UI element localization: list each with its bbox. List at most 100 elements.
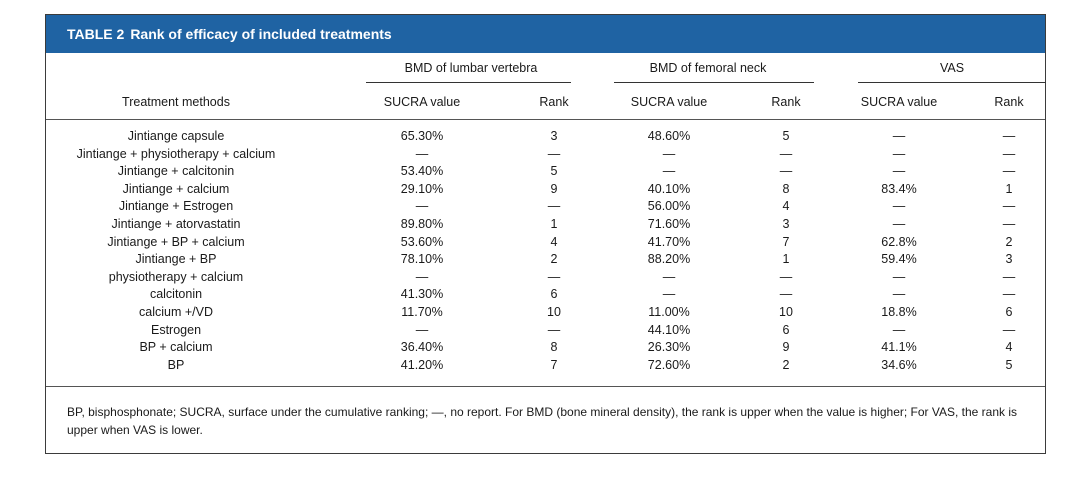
cell-method: Jintiange + calcium [122,181,230,196]
cell-femoral-sucra: 56.00% [647,199,691,214]
cell-femoral-rank: 5 [782,129,790,143]
cell-vas-sucra: 34.6% [881,357,917,372]
cell-lumbar-rank: — [547,199,561,214]
cell-vas-sucra: 59.4% [881,252,917,267]
table-row: BP + calcium 36.40% 8 26.30% 9 41.1% 4 [46,339,1045,357]
group-rule-femoral [614,82,814,83]
cell-vas-rank: — [1002,217,1016,231]
group-rule-lumbar [366,82,571,83]
cell-femoral-rank: 6 [782,322,790,337]
table-frame: TABLE 2 Rank of efficacy of included trea… [45,14,1046,454]
cell-method: Jintiange + physiotherapy + calcium [76,146,276,161]
table-row: Jintiange + BP 78.10% 2 88.20% 1 59.4% 3 [46,251,1045,269]
cell-vas-rank: 6 [1005,305,1013,319]
cell-femoral-sucra: 40.10% [647,181,691,196]
cell-vas-sucra: — [892,199,906,214]
cell-femoral-rank: — [779,287,793,302]
cell-vas-rank: — [1002,129,1016,143]
table-row: Jintiange + Estrogen — — 56.00% 4 — — [46,198,1045,216]
cell-lumbar-sucra: 41.30% [400,287,444,302]
cell-lumbar-rank: 6 [550,287,558,302]
group-rule-vas [858,82,1046,83]
cell-lumbar-sucra: 65.30% [400,129,444,143]
cell-lumbar-sucra: — [415,146,429,161]
cell-lumbar-rank: — [547,322,561,337]
cell-lumbar-sucra: 53.60% [400,234,444,249]
cell-vas-sucra: — [892,146,906,161]
cell-femoral-sucra: 11.00% [648,305,690,319]
cell-lumbar-rank: 2 [550,252,558,267]
cell-vas-rank: — [1002,322,1016,337]
cell-femoral-rank: — [779,164,793,179]
table-row: Jintiange + atorvastatin 89.80% 1 71.60% 3 — — [46,216,1045,234]
header-divider [46,119,1045,120]
cell-lumbar-rank: 1 [550,217,558,231]
cell-lumbar-rank: 3 [550,129,558,143]
table-row: physiotherapy + calcium — — — — — — [46,269,1045,287]
table-title: Rank of efficacy of included treatments [130,26,392,42]
cell-vas-rank: 1 [1005,181,1013,196]
cell-vas-sucra: — [892,129,906,143]
cell-femoral-rank: — [779,146,793,161]
cell-vas-sucra: 18.8% [881,305,917,319]
cell-method: Jintiange + BP + calcium [107,234,245,249]
cell-femoral-sucra: 71.60% [647,217,691,231]
cell-femoral-rank: 4 [782,199,790,214]
cell-vas-rank: — [1002,269,1016,284]
cell-method: Jintiange + atorvastatin [111,217,241,231]
col-header-vas-sucra: SUCRA value [860,95,938,109]
cell-femoral-sucra: — [662,146,676,161]
cell-lumbar-sucra: 36.40% [400,340,444,355]
cell-vas-rank: — [1002,164,1016,179]
cell-femoral-rank: 9 [782,340,790,355]
table-label: TABLE 2 [67,26,125,42]
cell-vas-sucra: — [892,269,906,284]
cell-method: Jintiange + BP [135,252,217,267]
table-row: Jintiange + BP + calcium 53.60% 4 41.70% 7 62… [46,234,1045,252]
cell-femoral-sucra: — [662,164,676,179]
col-header-femoral-rank: Rank [771,95,801,109]
cell-vas-sucra: 62.8% [881,234,917,249]
cell-method: Jintiange + Estrogen [118,199,234,214]
table-row: calcium +/VD 11.70% 10 11.00% 10 18.8% 6 [46,304,1045,322]
cell-method: calcitonin [149,287,203,302]
cell-lumbar-sucra: — [415,269,429,284]
table-row: Jintiange + physiotherapy + calcium — — — — —… [46,146,1045,164]
cell-vas-rank: 2 [1005,234,1013,249]
cell-femoral-sucra: 41.70% [647,234,691,249]
cell-lumbar-rank: 7 [550,357,558,372]
cell-lumbar-rank: 10 [547,305,561,319]
table-row: Jintiange + calcium 29.10% 9 40.10% 8 83.4% 1 [46,181,1045,199]
cell-femoral-sucra: 72.60% [647,357,691,372]
cell-method: physiotherapy + calcium [108,269,244,284]
cell-method: BP [167,357,185,372]
cell-femoral-sucra: — [662,269,676,284]
table-row: BP 41.20% 7 72.60% 2 34.6% 5 [46,357,1045,375]
cell-femoral-rank: — [779,269,793,284]
cell-femoral-rank: 1 [782,252,790,267]
cell-lumbar-sucra: 53.40% [400,164,444,179]
cell-vas-sucra: — [892,322,906,337]
cell-vas-sucra: — [892,217,906,231]
cell-femoral-sucra: 44.10% [647,322,691,337]
cell-lumbar-sucra: 11.70% [401,305,443,319]
cell-vas-sucra: — [892,287,906,302]
cell-vas-rank: 4 [1005,340,1013,355]
col-header-method: Treatment methods [122,95,230,109]
cell-femoral-sucra: 48.60% [647,129,691,143]
cell-method: Jintiange + calcitonin [117,164,235,179]
cell-lumbar-sucra: 41.20% [400,357,444,372]
cell-lumbar-rank: — [547,146,561,161]
cell-vas-rank: — [1002,199,1016,214]
table-row: calcitonin 41.30% 6 — — — — [46,286,1045,304]
cell-femoral-sucra: — [662,287,676,302]
cell-method: Jintiange capsule [127,129,225,143]
cell-lumbar-sucra: 89.80% [400,217,444,231]
group-header-vas: VAS [939,61,965,75]
cell-method: Estrogen [150,322,202,337]
cell-femoral-rank: 10 [779,305,793,319]
table-title-bar: TABLE 2 Rank of efficacy of included trea… [46,15,1045,53]
cell-femoral-rank: 8 [782,181,790,196]
cell-femoral-rank: 3 [782,217,790,231]
cell-vas-rank: 3 [1005,252,1013,267]
